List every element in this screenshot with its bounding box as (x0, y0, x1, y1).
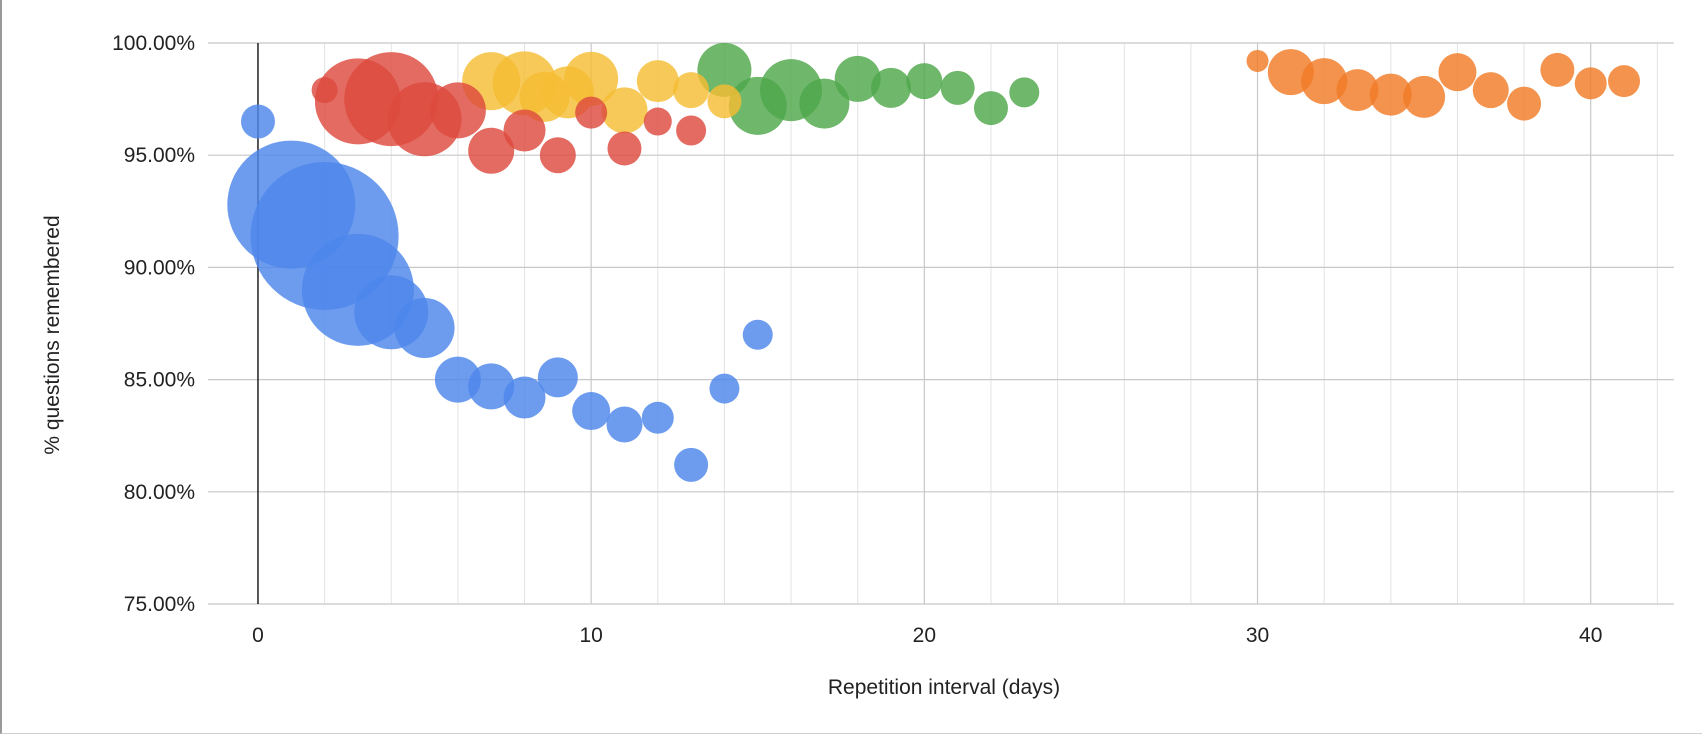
bubble (834, 55, 881, 102)
bubble (1369, 73, 1412, 116)
bubble (468, 363, 515, 410)
bubble (607, 131, 642, 166)
bubble (429, 82, 486, 139)
x-tick-label: 40 (1579, 624, 1602, 647)
bubble (1301, 58, 1348, 105)
bubble (468, 127, 515, 174)
bubble (674, 447, 709, 482)
bubble (973, 91, 1008, 126)
bubble (643, 107, 672, 136)
bubble (519, 71, 570, 122)
bubble (1438, 53, 1477, 92)
x-axis-ticks: 0 10 20 30 40 (252, 624, 1602, 647)
bubble (503, 109, 546, 152)
y-tick-label: 75.00% (124, 593, 195, 616)
bubble (1009, 77, 1040, 108)
x-tick-label: 30 (1246, 624, 1269, 647)
bubble (673, 72, 710, 109)
y-axis-ticks: 75.00% 80.00% 85.00% 90.00% 95.00% 100.00% (112, 32, 195, 616)
bubble (1472, 72, 1509, 109)
y-tick-label: 90.00% (124, 256, 195, 279)
bubble (799, 78, 850, 129)
y-tick-label: 95.00% (124, 144, 195, 167)
bubble (676, 115, 707, 146)
bubble (940, 70, 975, 105)
bubble (503, 376, 546, 419)
bubble (572, 392, 611, 431)
bubble (742, 319, 773, 350)
bubble (641, 401, 674, 434)
bubble (709, 373, 740, 404)
bubbles (227, 42, 1641, 482)
bubble (537, 357, 578, 398)
bubble (1507, 86, 1542, 121)
bubble (227, 140, 356, 269)
bubble (636, 60, 679, 103)
bubble (871, 67, 912, 108)
y-tick-label: 85.00% (124, 369, 195, 392)
bubble (311, 77, 338, 104)
y-tick-label: 100.00% (112, 32, 195, 55)
minor-gridlines (324, 43, 1658, 604)
x-axis-label: Repetition interval (days) (828, 676, 1060, 699)
bubble (575, 96, 608, 129)
bubble (707, 84, 742, 119)
bubble (697, 42, 752, 97)
bubble (314, 58, 401, 145)
bubble (1540, 52, 1575, 87)
bubble (1246, 49, 1269, 72)
bubble (1574, 67, 1607, 100)
bubble (601, 87, 648, 134)
y-axis-label: % questions remembered (41, 215, 64, 454)
bubble (1403, 75, 1446, 118)
x-tick-label: 0 (252, 624, 264, 647)
bubble (1336, 69, 1379, 112)
y-tick-label: 80.00% (124, 481, 195, 504)
x-tick-label: 20 (913, 624, 936, 647)
bubble (906, 63, 943, 100)
bubble (1608, 65, 1641, 98)
bubble (240, 104, 275, 139)
bubble (539, 137, 576, 174)
bubble (394, 297, 455, 358)
x-tick-label: 10 (579, 624, 602, 647)
bubble (728, 76, 787, 135)
bubble (606, 406, 643, 443)
